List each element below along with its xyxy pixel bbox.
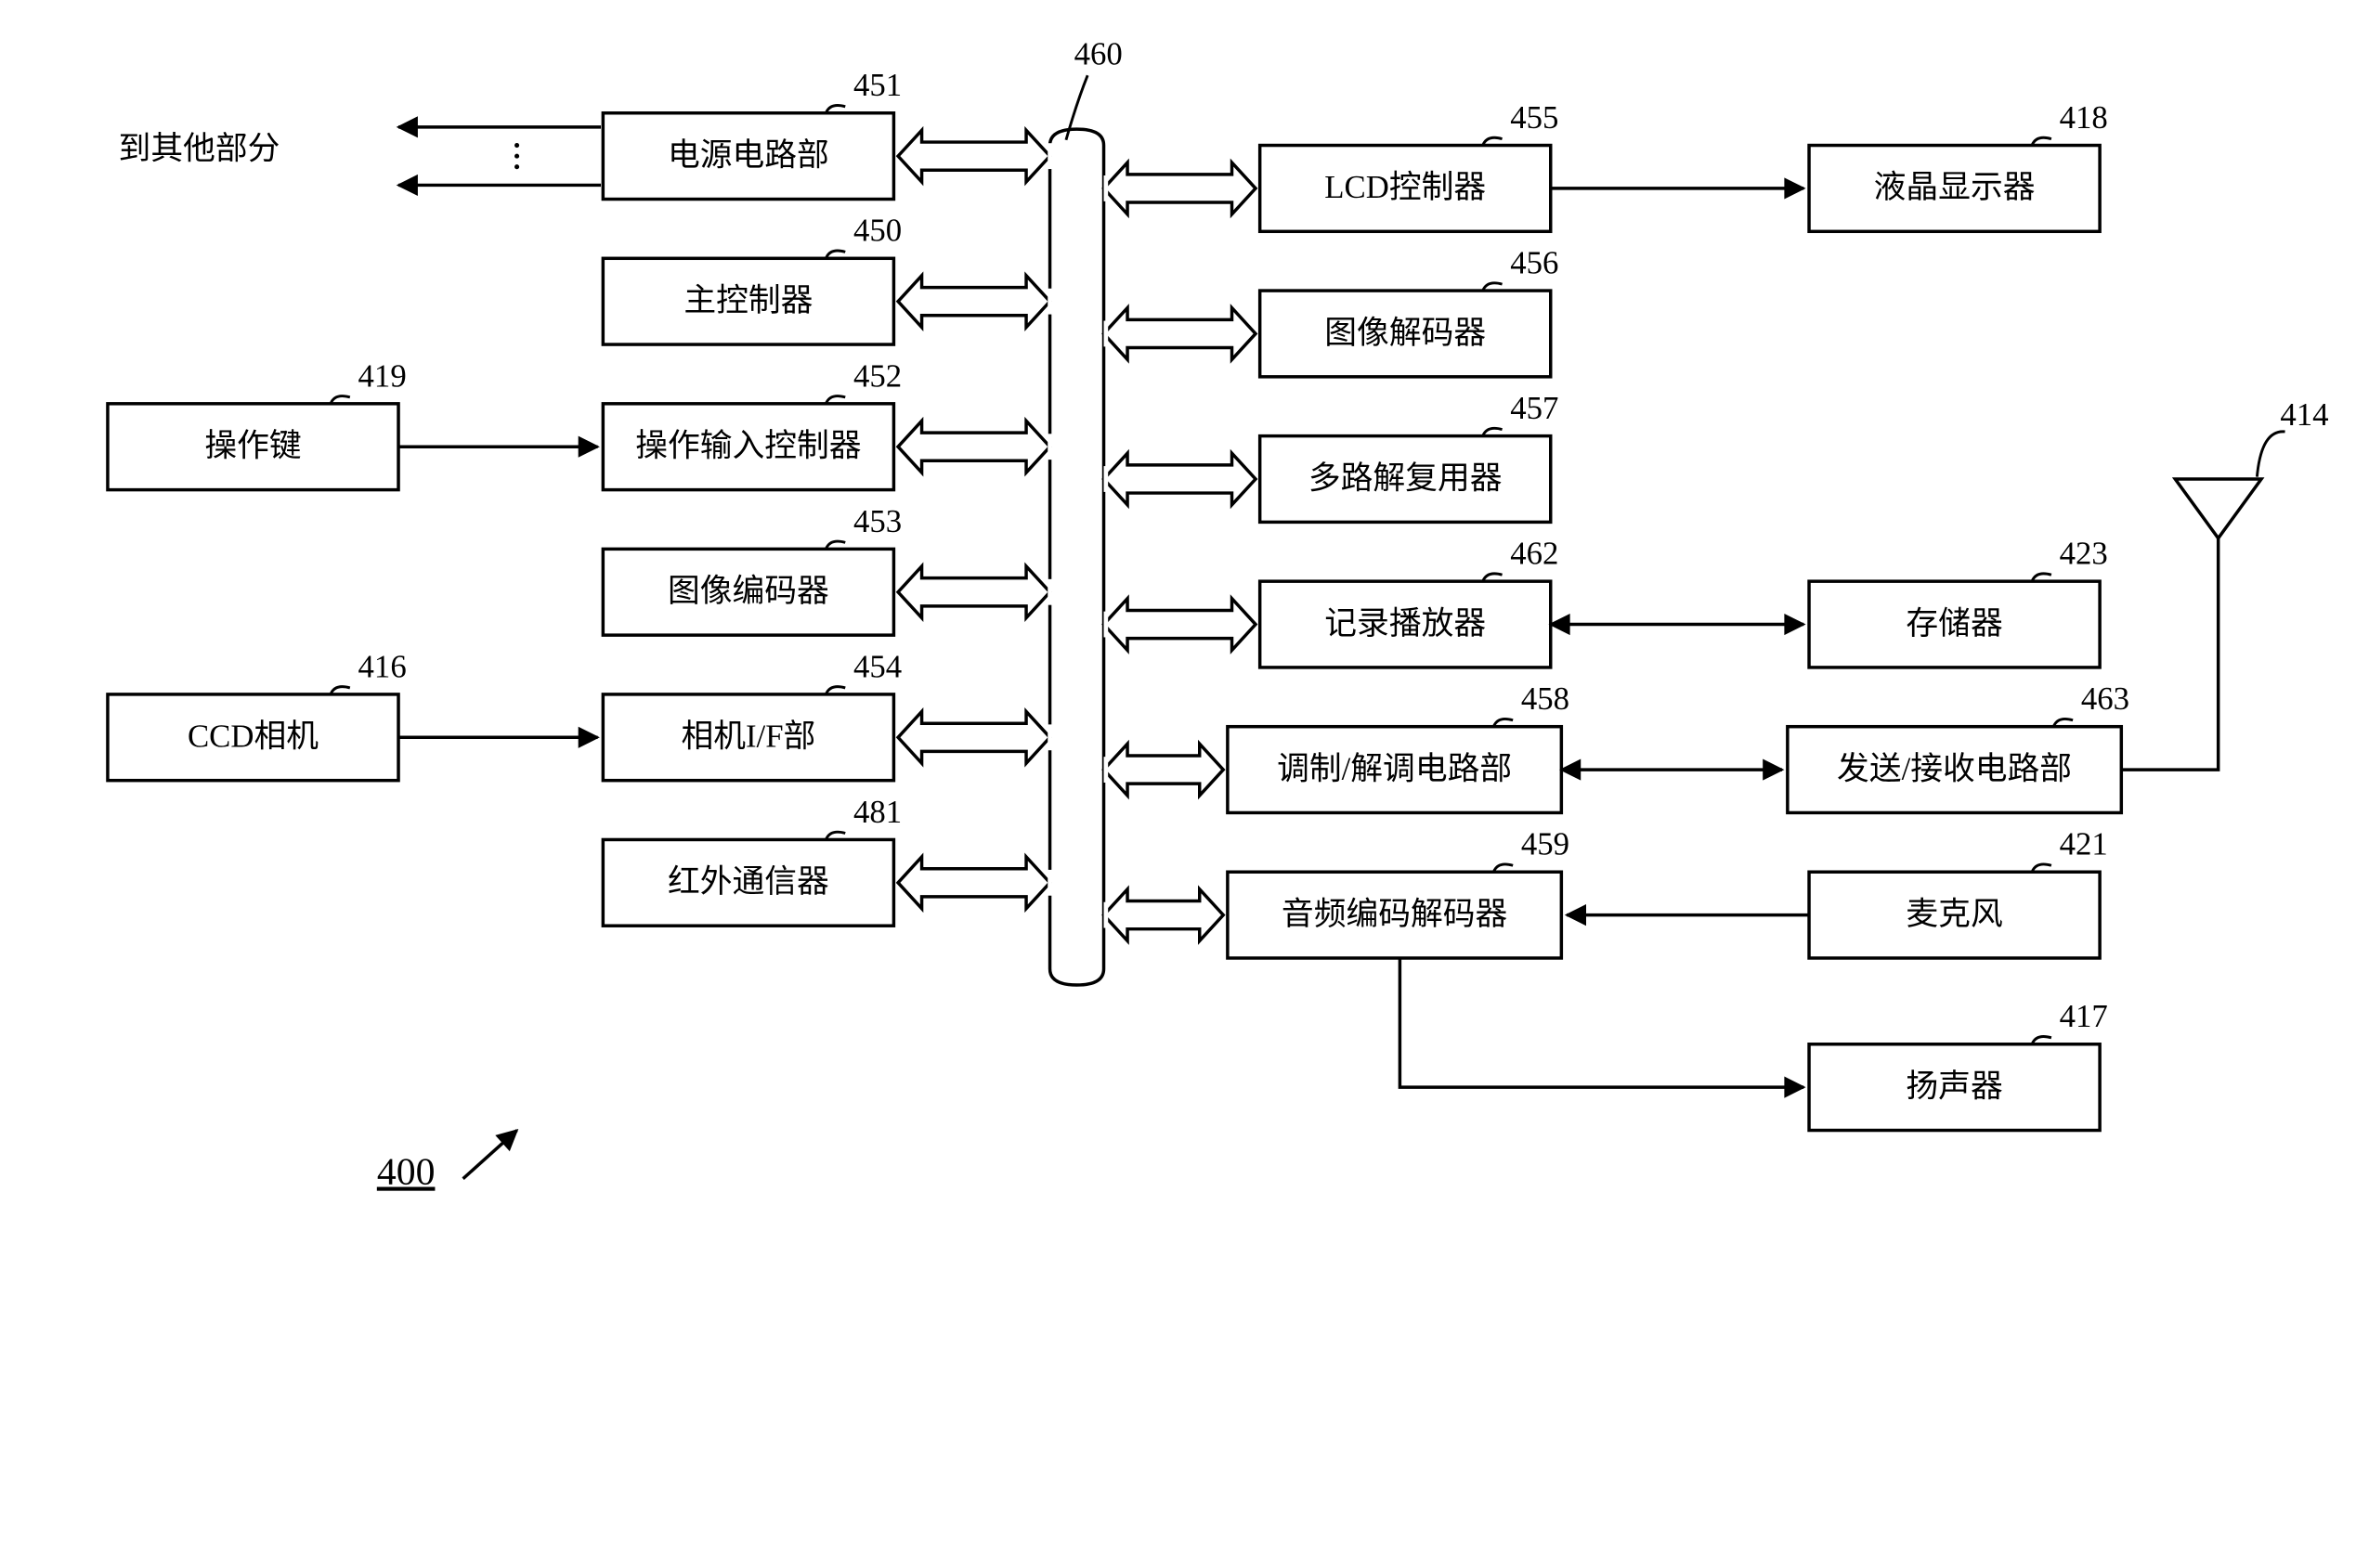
block-label-419: 操作键	[204, 428, 301, 464]
figure-ref-arrow	[463, 1131, 517, 1179]
block-label-455: LCD控制器	[1324, 169, 1486, 205]
antenna-icon	[2175, 479, 2261, 538]
block-label-421: 麦克风	[1906, 896, 2002, 932]
block-label-454: 相机I/F部	[681, 719, 815, 755]
stub-l-481	[898, 857, 1049, 909]
stub-l-452-joint	[1048, 434, 1052, 460]
block-label-457: 多路解复用器	[1308, 460, 1503, 496]
stub-r-462-joint	[1104, 612, 1109, 638]
stub-l-451	[898, 130, 1049, 182]
ref-459: 459	[1521, 826, 1569, 862]
ref-416: 416	[358, 648, 407, 684]
ref-450: 450	[853, 213, 902, 249]
stub-r-459-joint	[1104, 902, 1109, 928]
stub-r-457-joint	[1104, 466, 1109, 492]
stub-l-453-joint	[1048, 579, 1052, 605]
block-label-456: 图像解码器	[1324, 315, 1486, 351]
block-label-458: 调制/解调电路部	[1277, 750, 1512, 786]
ref-418: 418	[2060, 99, 2108, 136]
block-label-463: 发送/接收电路部	[1837, 750, 2072, 786]
stub-l-450	[898, 276, 1049, 328]
ref-454: 454	[853, 648, 902, 684]
stub-l-454-joint	[1048, 724, 1052, 750]
block-label-416: CCD相机	[188, 719, 319, 755]
block-label-452: 操作输入控制器	[635, 428, 861, 464]
block-label-481: 红外通信器	[668, 863, 829, 900]
stub-l-451-joint	[1048, 143, 1052, 169]
block-label-450: 主控制器	[683, 282, 813, 318]
to-others-label: 到其他部分	[119, 131, 280, 167]
power-dots-0	[514, 143, 519, 148]
ref-457: 457	[1510, 390, 1558, 426]
ref-421: 421	[2060, 826, 2108, 862]
ref-481: 481	[853, 794, 902, 830]
stub-l-450-joint	[1048, 289, 1052, 315]
ref-463: 463	[2081, 680, 2129, 717]
block-label-462: 记录播放器	[1324, 605, 1486, 641]
stub-l-452	[898, 421, 1049, 473]
stub-l-481-joint	[1048, 870, 1052, 896]
ref-414: 414	[2280, 396, 2328, 433]
stub-r-459	[1104, 889, 1224, 941]
block-label-451: 电源电路部	[668, 136, 829, 173]
ref-419: 419	[358, 357, 407, 394]
power-dots-2	[514, 164, 519, 169]
block-label-417: 扬声器	[1906, 1068, 2002, 1104]
block-label-418: 液晶显示器	[1874, 169, 2036, 205]
stub-r-462	[1104, 599, 1256, 651]
stub-r-455-joint	[1104, 175, 1109, 201]
block-label-459: 音频编码解码器	[1282, 896, 1507, 932]
ref-458: 458	[1521, 680, 1569, 717]
stub-r-457	[1104, 453, 1256, 505]
leader-414	[2257, 432, 2284, 477]
block-label-423: 存储器	[1906, 605, 2002, 641]
figure-ref: 400	[377, 1151, 436, 1194]
ref-460: 460	[1074, 36, 1123, 72]
ref-417: 417	[2060, 998, 2108, 1034]
ref-452: 452	[853, 357, 902, 394]
ref-453: 453	[853, 503, 902, 539]
stub-r-458-joint	[1104, 757, 1109, 783]
stub-r-458	[1104, 744, 1224, 796]
bus-460	[1050, 129, 1104, 985]
power-dots-1	[514, 154, 519, 159]
stub-r-455	[1104, 162, 1256, 214]
block-label-453: 图像编码器	[668, 573, 829, 609]
ref-455: 455	[1510, 99, 1558, 136]
ref-423: 423	[2060, 536, 2108, 572]
stub-r-456	[1104, 308, 1256, 360]
stub-r-456-joint	[1104, 321, 1109, 347]
ref-456: 456	[1510, 245, 1558, 281]
antenna-link	[2121, 538, 2218, 770]
ref-451: 451	[853, 67, 902, 103]
ref-462: 462	[1510, 536, 1558, 572]
arrow-459-417	[1399, 958, 1803, 1087]
stub-l-454	[898, 711, 1049, 763]
stub-l-453	[898, 566, 1049, 618]
